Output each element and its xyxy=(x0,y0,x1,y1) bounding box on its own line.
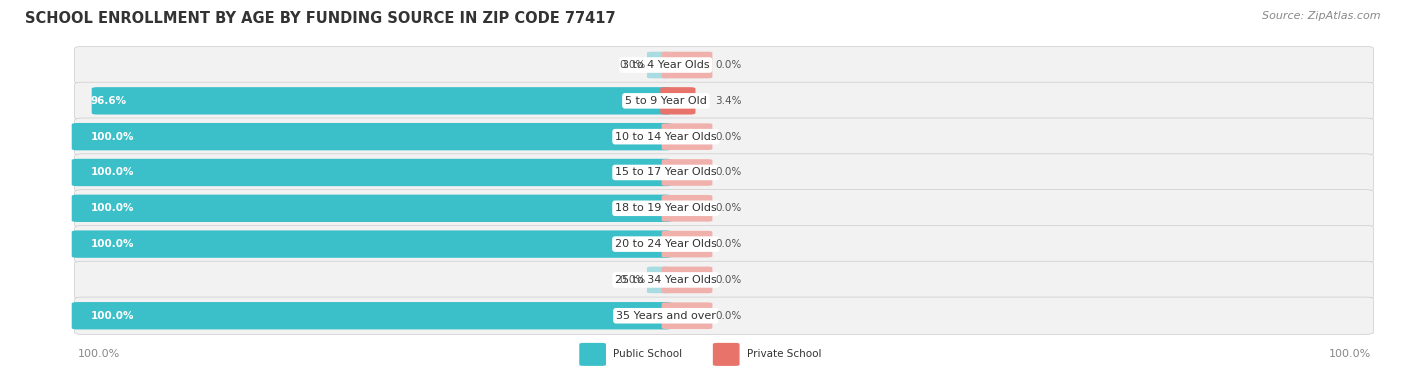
Text: 15 to 17 Year Olds: 15 to 17 Year Olds xyxy=(614,167,717,178)
Text: 100.0%: 100.0% xyxy=(91,132,135,142)
Text: 0.0%: 0.0% xyxy=(619,275,645,285)
FancyBboxPatch shape xyxy=(72,123,672,150)
FancyBboxPatch shape xyxy=(647,52,671,78)
Text: 100.0%: 100.0% xyxy=(91,311,135,321)
Text: 5 to 9 Year Old: 5 to 9 Year Old xyxy=(624,96,707,106)
FancyBboxPatch shape xyxy=(75,297,1374,334)
FancyBboxPatch shape xyxy=(662,302,713,329)
FancyBboxPatch shape xyxy=(75,118,1374,155)
FancyBboxPatch shape xyxy=(662,52,713,78)
Text: 100.0%: 100.0% xyxy=(91,203,135,213)
Text: 20 to 24 Year Olds: 20 to 24 Year Olds xyxy=(614,239,717,249)
Text: 100.0%: 100.0% xyxy=(91,239,135,249)
Text: 96.6%: 96.6% xyxy=(91,96,127,106)
Text: 100.0%: 100.0% xyxy=(91,167,135,178)
FancyBboxPatch shape xyxy=(662,159,713,186)
Text: Public School: Public School xyxy=(613,349,682,359)
Text: 0.0%: 0.0% xyxy=(716,60,741,70)
FancyBboxPatch shape xyxy=(75,225,1374,263)
FancyBboxPatch shape xyxy=(662,123,713,150)
Text: 100.0%: 100.0% xyxy=(77,349,120,359)
FancyBboxPatch shape xyxy=(579,343,606,366)
FancyBboxPatch shape xyxy=(662,195,713,222)
Text: 3.4%: 3.4% xyxy=(716,96,742,106)
Text: 100.0%: 100.0% xyxy=(1329,349,1371,359)
FancyBboxPatch shape xyxy=(662,267,713,293)
Text: 0.0%: 0.0% xyxy=(619,60,645,70)
Text: SCHOOL ENROLLMENT BY AGE BY FUNDING SOURCE IN ZIP CODE 77417: SCHOOL ENROLLMENT BY AGE BY FUNDING SOUR… xyxy=(25,11,616,26)
FancyBboxPatch shape xyxy=(75,82,1374,120)
FancyBboxPatch shape xyxy=(91,87,672,115)
Text: 18 to 19 Year Olds: 18 to 19 Year Olds xyxy=(614,203,717,213)
Text: 25 to 34 Year Olds: 25 to 34 Year Olds xyxy=(614,275,717,285)
Text: 0.0%: 0.0% xyxy=(716,132,741,142)
FancyBboxPatch shape xyxy=(75,261,1374,299)
FancyBboxPatch shape xyxy=(72,195,672,222)
Text: 0.0%: 0.0% xyxy=(716,203,741,213)
FancyBboxPatch shape xyxy=(72,230,672,258)
Text: Private School: Private School xyxy=(747,349,821,359)
Text: 0.0%: 0.0% xyxy=(716,311,741,321)
Text: 3 to 4 Year Olds: 3 to 4 Year Olds xyxy=(621,60,710,70)
Text: 0.0%: 0.0% xyxy=(716,275,741,285)
FancyBboxPatch shape xyxy=(75,190,1374,227)
FancyBboxPatch shape xyxy=(647,267,671,293)
FancyBboxPatch shape xyxy=(662,231,713,257)
Text: 0.0%: 0.0% xyxy=(716,167,741,178)
FancyBboxPatch shape xyxy=(72,159,672,186)
FancyBboxPatch shape xyxy=(661,87,696,115)
Text: 35 Years and over: 35 Years and over xyxy=(616,311,716,321)
Text: 10 to 14 Year Olds: 10 to 14 Year Olds xyxy=(614,132,717,142)
Text: 0.0%: 0.0% xyxy=(716,239,741,249)
Text: Source: ZipAtlas.com: Source: ZipAtlas.com xyxy=(1263,11,1381,21)
FancyBboxPatch shape xyxy=(713,343,740,366)
FancyBboxPatch shape xyxy=(75,154,1374,191)
FancyBboxPatch shape xyxy=(72,302,672,329)
FancyBboxPatch shape xyxy=(75,46,1374,84)
